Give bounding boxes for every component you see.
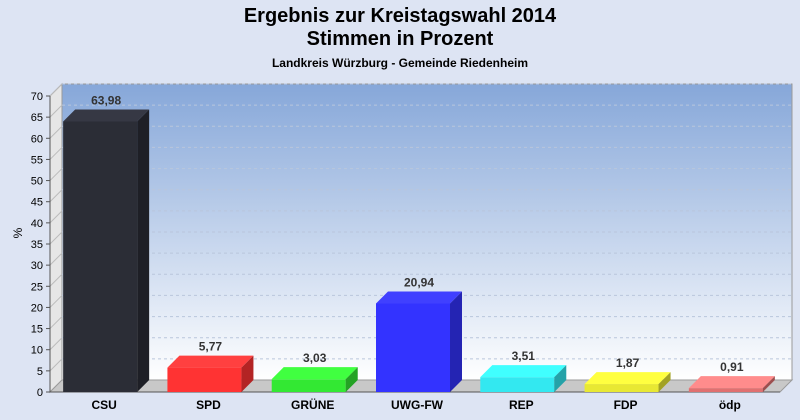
y-tick-label: 40 [31, 218, 43, 230]
bar [63, 109, 150, 393]
data-label: 0,91 [720, 360, 744, 374]
gridline-side [49, 168, 63, 181]
gridline-side [49, 273, 63, 287]
bar-top [376, 291, 462, 304]
y-tick-label: 5 [37, 366, 43, 378]
y-tick-label: 15 [31, 324, 43, 336]
gridline-side [49, 189, 63, 203]
bar-top [167, 355, 254, 368]
gridline-side [49, 337, 63, 351]
y-tick-label: 0 [37, 387, 43, 399]
y-tick-label: 10 [31, 345, 43, 357]
data-label: 3,03 [303, 351, 327, 365]
bar-top [271, 367, 358, 380]
data-label: 3,51 [512, 349, 536, 363]
y-tick-label: 45 [31, 197, 43, 209]
y-tick-label: 35 [31, 239, 43, 251]
y-tick-label: 50 [31, 176, 43, 188]
bar-front [63, 121, 138, 393]
gridline-side [49, 210, 63, 224]
chart-header: Ergebnis zur Kreistagswahl 2014 Stimmen … [0, 0, 800, 70]
bar-front [584, 384, 659, 392]
x-tick-label: UWG-FW [391, 398, 444, 412]
bar-side [762, 376, 775, 392]
gridline-side [49, 104, 63, 118]
data-label: 20,94 [404, 275, 434, 289]
bar [271, 367, 358, 392]
bar [480, 365, 567, 392]
bar-side [241, 355, 254, 392]
chart-title: Ergebnis zur Kreistagswahl 2014 [243, 5, 557, 27]
bar-top [63, 109, 150, 122]
bar-side [137, 109, 150, 393]
bar-top [688, 376, 775, 389]
gridline-side [49, 231, 63, 245]
x-tick-label: GRÜNE [291, 397, 334, 412]
bar [376, 291, 462, 392]
y-tick-label: 30 [31, 260, 43, 272]
data-label: 5,77 [199, 340, 223, 354]
y-tick-label: 60 [31, 133, 43, 145]
data-label: 63,98 [91, 93, 121, 107]
y-axis-label: % [11, 227, 25, 238]
x-tick-label: FDP [614, 398, 638, 412]
gridline-side [49, 83, 63, 97]
y-tick-label: 55 [31, 154, 43, 166]
bar [688, 376, 775, 392]
y-tick-label: 20 [31, 302, 43, 314]
bar-front [480, 377, 555, 392]
y-tick-label: 70 [31, 91, 43, 103]
gridline-side [49, 125, 63, 139]
bar-front [376, 303, 450, 392]
gridline-side [49, 316, 63, 329]
x-tick-label: ödp [719, 398, 741, 412]
gridline-side [49, 295, 63, 308]
bar [167, 355, 254, 392]
bar-top [480, 365, 567, 378]
x-tick-label: CSU [91, 398, 116, 412]
chart-title-line2: Stimmen in Prozent [306, 28, 494, 50]
x-tick-label: SPD [196, 398, 221, 412]
chart-subtitle: Landkreis Würzburg - Gemeinde Riedenheim [271, 56, 529, 70]
bar-front [271, 379, 346, 392]
bar-front [167, 367, 242, 392]
gridline-side [49, 358, 63, 372]
data-label: 1,87 [616, 356, 640, 370]
y-tick-label: 65 [31, 112, 43, 124]
gridline-side [49, 252, 63, 266]
y-tick-label: 25 [31, 281, 43, 293]
bar-side [554, 365, 567, 392]
gridline-side [49, 147, 63, 160]
bar-side [345, 367, 358, 392]
bar-top [584, 372, 671, 385]
bar-side [658, 372, 671, 392]
bar [584, 372, 671, 392]
x-tick-label: REP [509, 398, 534, 412]
bar-side [450, 291, 462, 392]
bar-front [688, 388, 763, 392]
